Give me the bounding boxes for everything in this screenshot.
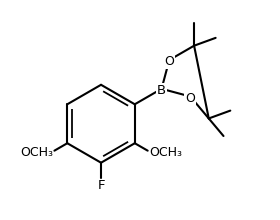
Text: OCH₃: OCH₃ xyxy=(149,146,182,159)
Text: F: F xyxy=(97,180,105,192)
Text: O: O xyxy=(185,92,195,104)
Text: O: O xyxy=(164,55,174,68)
Text: OCH₃: OCH₃ xyxy=(20,146,53,159)
Text: B: B xyxy=(157,84,166,97)
